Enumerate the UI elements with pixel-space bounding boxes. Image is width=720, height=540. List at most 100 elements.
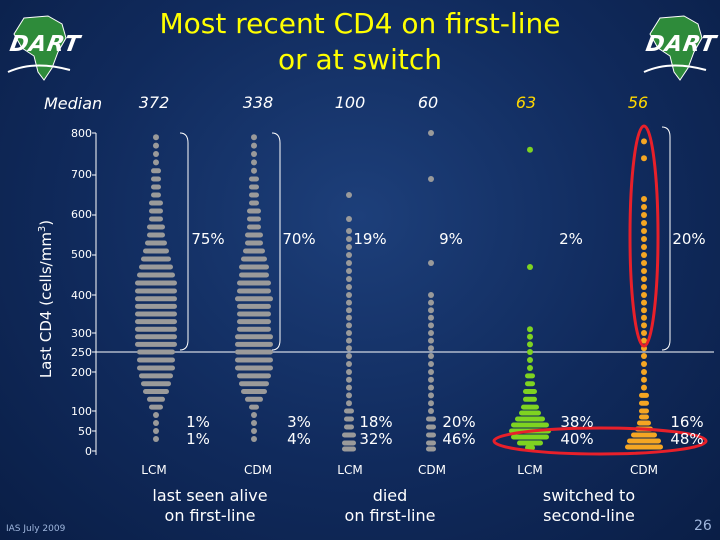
y-tick-500: 500: [71, 248, 92, 261]
dot-lcm-alive: [153, 159, 159, 166]
pct-below-50-lcm-alive: 1%: [186, 430, 210, 448]
dot-lcm-switched: [527, 264, 533, 270]
dot-lcm-switched: [527, 365, 533, 371]
dot-row-cdm-switched: [639, 400, 649, 406]
dot-lcm-died: [346, 307, 352, 314]
dot-cdm-switched: [641, 212, 647, 218]
x-label-cdm-died: CDM: [418, 463, 446, 477]
dot-row-lcm-alive: [145, 240, 167, 246]
dot-row-lcm-alive: [141, 256, 171, 262]
title-line-1: Most recent CD4 on first-line: [159, 7, 561, 40]
dot-cdm-switched: [641, 330, 647, 336]
dot-lcm-alive: [153, 412, 159, 418]
dot-cdm-switched: [641, 353, 647, 359]
dot-row-lcm-switched: [519, 410, 541, 416]
dot-cdm-switched: [641, 138, 647, 145]
dot-row-lcm-switched: [515, 416, 545, 422]
dot-row-lcm-alive: [147, 232, 165, 238]
group-label-switched-line1: switched to: [542, 486, 636, 505]
dart-logo-left: DART: [4, 12, 82, 84]
median-label: Median: [44, 94, 103, 113]
dot-cdm-died: [428, 330, 434, 336]
dot-row-lcm-switched: [511, 422, 549, 428]
dot-lcm-alive: [153, 436, 159, 442]
dot-row-cdm-alive: [235, 349, 273, 355]
dot-lcm-switched: [527, 326, 533, 333]
dot-cdm-died: [428, 337, 434, 344]
dot-row-cdm-alive: [249, 192, 259, 198]
dot-cdm-switched: [641, 299, 647, 306]
dot-cdm-switched: [641, 361, 647, 367]
footer-text: IAS July 2009: [6, 524, 66, 534]
median-value-lcm-switched: 63: [515, 93, 537, 112]
dot-cdm-died: [428, 392, 434, 399]
dot-cdm-switched: [641, 337, 647, 344]
dot-lcm-died: [346, 337, 352, 344]
dot-row-lcm-alive: [135, 311, 177, 317]
pct-below-100-cdm-alive: 3%: [287, 413, 311, 431]
median-value-cdm-switched: 56: [627, 93, 649, 112]
dot-row-lcm-died: [342, 446, 356, 452]
dot-lcm-died: [346, 260, 352, 266]
dot-cdm-switched: [641, 276, 647, 282]
dot-row-cdm-alive: [237, 373, 271, 379]
pct-above-250-lcm-alive: 75%: [191, 230, 225, 248]
dot-lcm-died: [346, 322, 352, 329]
dot-row-cdm-alive: [247, 208, 261, 214]
dot-row-cdm-alive: [245, 240, 263, 246]
y-tick-200: 200: [71, 366, 92, 379]
dot-cdm-switched: [641, 204, 647, 210]
dot-lcm-alive: [153, 151, 159, 157]
highlight-ellipse-vertical: [628, 124, 660, 348]
x-label-lcm-died: LCM: [337, 463, 363, 477]
bracket-cdm-alive: [271, 132, 281, 351]
dot-lcm-died: [346, 216, 352, 222]
dot-cdm-switched: [641, 369, 647, 375]
dot-row-cdm-alive: [235, 357, 273, 363]
dot-cdm-switched: [641, 228, 647, 234]
dot-lcm-died: [346, 268, 352, 274]
median-value-cdm-alive: 338: [242, 93, 274, 112]
dot-cdm-died: [428, 307, 434, 314]
dot-cdm-switched: [641, 292, 647, 298]
dot-row-lcm-died: [344, 424, 354, 430]
dot-lcm-switched: [527, 357, 533, 363]
dot-row-cdm-switched: [639, 392, 649, 398]
dot-lcm-died: [346, 330, 352, 336]
dot-lcm-switched: [527, 349, 533, 355]
dot-row-cdm-alive: [235, 334, 273, 340]
dot-lcm-switched: [527, 146, 533, 153]
x-label-lcm-alive: LCM: [141, 463, 167, 477]
dot-row-cdm-alive: [247, 216, 261, 222]
dot-lcm-died: [346, 228, 352, 234]
dot-row-lcm-alive: [151, 184, 161, 190]
pct-below-100-cdm-died: 20%: [442, 413, 476, 431]
dot-lcm-died: [346, 236, 352, 242]
africa-map-icon: [643, 15, 707, 81]
dot-row-cdm-died: [426, 446, 436, 452]
dot-row-lcm-died: [344, 416, 354, 422]
dot-row-lcm-alive: [135, 319, 177, 325]
dot-row-lcm-switched: [523, 396, 537, 402]
pct-below-50-lcm-died: 32%: [359, 430, 393, 448]
dot-row-lcm-died: [344, 408, 354, 414]
dot-lcm-died: [346, 276, 352, 282]
dot-cdm-switched: [641, 260, 647, 266]
dot-lcm-died: [346, 400, 352, 407]
y-tick-800: 800: [71, 127, 92, 140]
dot-row-lcm-switched: [511, 434, 549, 440]
dot-cdm-switched: [641, 322, 647, 329]
dot-cdm-died: [428, 314, 434, 321]
dot-cdm-alive: [251, 151, 257, 157]
dot-row-cdm-alive: [243, 248, 265, 254]
dot-lcm-died: [346, 314, 352, 321]
pct-below-100-lcm-switched: 38%: [560, 413, 594, 431]
dot-row-lcm-alive: [135, 326, 177, 332]
dot-row-cdm-alive: [235, 296, 273, 302]
y-tick-100: 100: [71, 405, 92, 418]
y-tick-700: 700: [71, 168, 92, 181]
chart-title: Most recent CD4 on first-line or at swit…: [120, 6, 600, 78]
dot-cdm-switched: [641, 307, 647, 314]
group-label-died-line2: on first-line: [344, 506, 436, 525]
pct-below-50-cdm-alive: 4%: [287, 430, 311, 448]
